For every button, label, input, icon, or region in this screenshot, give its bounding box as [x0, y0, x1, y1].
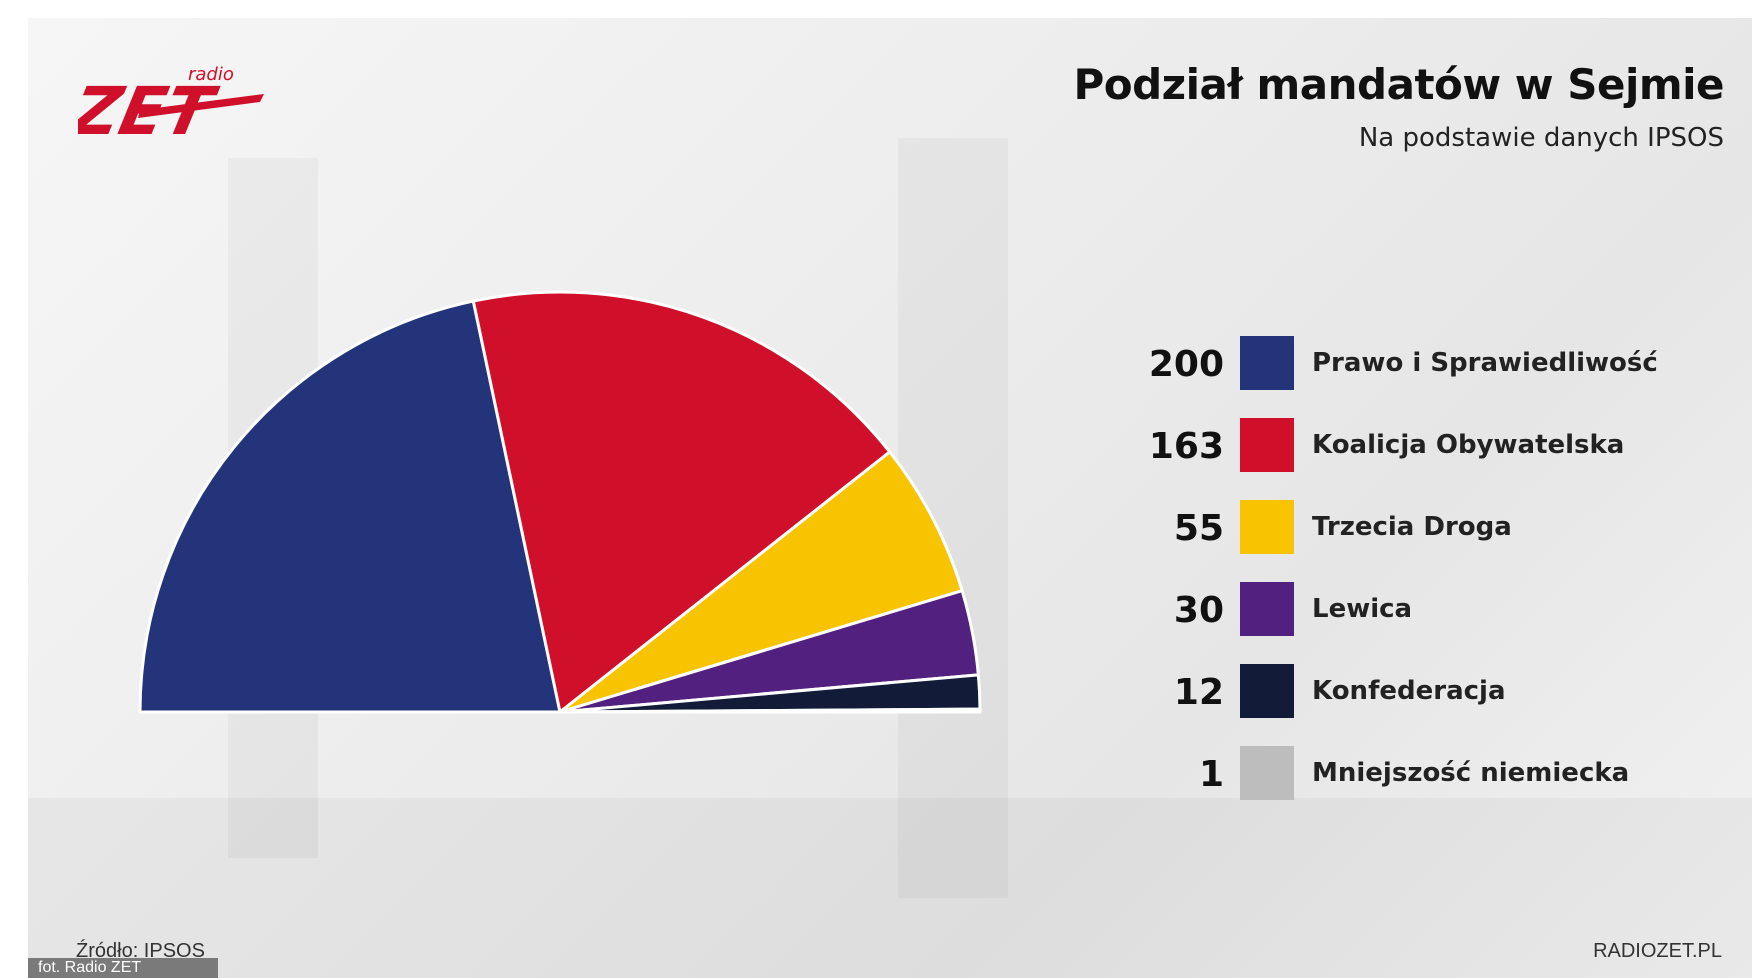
legend-party-name: Trzecia Droga	[1312, 512, 1512, 542]
legend-item: 55 Trzecia Droga	[1128, 500, 1728, 582]
legend-item: 30 Lewica	[1128, 582, 1728, 664]
logo-radio-text: radio	[188, 64, 234, 85]
chart-legend: 200 Prawo i Sprawiedliwość 163 Koalicja Oby…	[1128, 336, 1728, 828]
legend-party-name: Mniejszość niemiecka	[1312, 758, 1630, 788]
legend-item: 163 Koalicja Obywatelska	[1128, 418, 1728, 500]
logo-swoosh	[138, 94, 264, 118]
legend-party-name: Prawo i Sprawiedliwość	[1312, 348, 1658, 378]
source-note: Źródło: IPSOS	[76, 940, 205, 962]
legend-item: 200 Prawo i Sprawiedliwość	[1128, 336, 1728, 418]
slice-mniejszość-niemiecka	[558, 707, 982, 714]
infographic-frame: radio ZET Podział mandatów w Sejmie Na p…	[28, 18, 1752, 978]
legend-seat-count: 55	[1173, 508, 1224, 549]
photo-credit: fot. Radio ZET	[28, 958, 218, 978]
chart-title: Podział mandatów w Sejmie	[1073, 60, 1724, 109]
chart-subtitle: Na podstawie danych IPSOS	[1358, 123, 1724, 153]
slice-koalicja-obywatelska	[471, 290, 892, 714]
legend-seat-count: 1	[1198, 754, 1224, 795]
site-url: RADIOZET.PL	[1593, 940, 1722, 962]
legend-swatch	[1240, 500, 1294, 554]
legend-swatch	[1240, 582, 1294, 636]
legend-seat-count: 12	[1173, 672, 1224, 713]
legend-swatch	[1240, 336, 1294, 390]
legend-swatch	[1240, 746, 1294, 800]
seat-distribution-chart	[138, 290, 982, 714]
legend-party-name: Konfederacja	[1312, 676, 1506, 706]
legend-swatch	[1240, 664, 1294, 718]
slice-prawo-i-sprawiedliwość	[138, 299, 562, 714]
legend-seat-count: 30	[1173, 590, 1224, 631]
legend-party-name: Koalicja Obywatelska	[1312, 430, 1625, 460]
legend-seat-count: 200	[1148, 344, 1224, 385]
slice-trzecia-droga	[558, 450, 964, 714]
radio-zet-logo: radio ZET	[78, 64, 264, 150]
legend-item: 1 Mniejszość niemiecka	[1128, 746, 1728, 828]
legend-item: 12 Konfederacja	[1128, 664, 1728, 746]
legend-swatch	[1240, 418, 1294, 472]
legend-seat-count: 163	[1148, 426, 1224, 467]
legend-party-name: Lewica	[1312, 594, 1413, 624]
